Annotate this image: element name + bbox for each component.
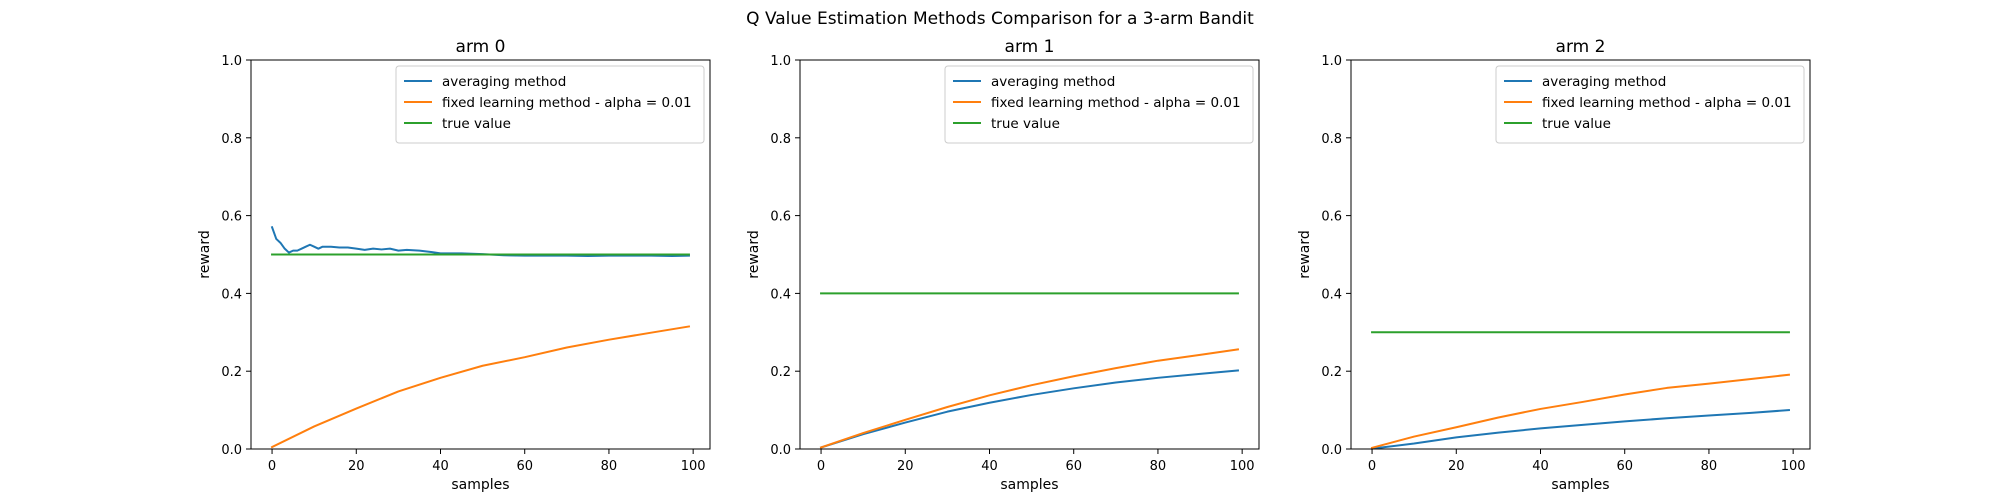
y-tick-label: 0.8 [770, 132, 791, 147]
y-tick-label: 0.2 [770, 365, 791, 380]
x-tick-label: 40 [981, 459, 998, 474]
subplot-title: arm 2 [1556, 37, 1606, 57]
y-tick-label: 0.4 [221, 287, 242, 302]
y-tick-label: 0.8 [1321, 132, 1342, 147]
subplot-arm-0: arm 0 0 20 40 60 80 100 0.0 0.2 0.4 0.6 0.8 1.0 sampl… [197, 37, 711, 493]
x-tick-label: 0 [268, 459, 276, 474]
y-tick-label: 0.6 [221, 210, 242, 225]
series-line-fixed [270, 325, 691, 449]
subplot-arm-1: arm 1 0 20 40 60 80 100 0.0 0.2 0.4 0.6 0.8 1.0 sampl… [746, 37, 1260, 493]
legend-label: fixed learning method - alpha = 0.01 [991, 95, 1241, 111]
x-tick-label: 100 [681, 459, 706, 474]
subplot-arm-2: arm 2 0 20 40 60 80 100 0.0 0.2 0.4 0.6 0.8 1.0 sampl… [1297, 37, 1811, 493]
subplot-title: arm 1 [1005, 37, 1055, 57]
y-tick-label: 0.0 [221, 443, 242, 458]
y-tick-label: 1.0 [770, 54, 791, 69]
x-axis-label: samples [1000, 477, 1058, 493]
subplot-title: arm 0 [456, 37, 506, 57]
subplots: arm 0 0 20 40 60 80 100 0.0 0.2 0.4 0.6 0.8 1.0 sampl… [197, 37, 1811, 493]
y-tick-label: 0.4 [770, 287, 791, 302]
legend: averaging method fixed learning method - … [1495, 65, 1805, 144]
legend-label: true value [1542, 116, 1611, 132]
figure-suptitle: Q Value Estimation Methods Comparison fo… [746, 9, 1254, 29]
y-tick-label: 0.6 [770, 210, 791, 225]
legend-label: averaging method [1542, 74, 1666, 90]
x-tick-label: 80 [1150, 459, 1167, 474]
series-line-fixed [1370, 373, 1791, 450]
y-tick-label: 0.2 [221, 365, 242, 380]
series-line-averaging [819, 369, 1240, 449]
y-tick-label: 1.0 [221, 54, 242, 69]
series-line-averaging [1370, 409, 1791, 450]
x-tick-label: 80 [601, 459, 618, 474]
legend-frame [1495, 65, 1805, 144]
x-tick-label: 60 [1616, 459, 1633, 474]
y-tick-label: 1.0 [1321, 54, 1342, 69]
y-tick-label: 0.8 [221, 132, 242, 147]
x-tick-label: 60 [1065, 459, 1082, 474]
legend-label: true value [991, 116, 1060, 132]
x-axis-label: samples [1551, 477, 1609, 493]
axes-frame [799, 59, 1260, 450]
x-tick-label: 100 [1781, 459, 1806, 474]
legend-frame [395, 65, 705, 144]
x-tick-label: 20 [1448, 459, 1465, 474]
x-tick-label: 20 [897, 459, 914, 474]
legend-label: averaging method [442, 74, 566, 90]
y-axis-label: reward [746, 230, 762, 279]
axes-frame [1350, 59, 1811, 450]
legend-label: fixed learning method - alpha = 0.01 [442, 95, 692, 111]
y-axis-label: reward [197, 230, 213, 279]
x-tick-label: 0 [1368, 459, 1376, 474]
legend-label: averaging method [991, 74, 1115, 90]
y-tick-label: 0.4 [1321, 287, 1342, 302]
series-line-averaging [270, 225, 690, 258]
legend: averaging method fixed learning method - … [395, 65, 705, 144]
x-tick-label: 0 [817, 459, 825, 474]
legend-label: true value [442, 116, 511, 132]
x-tick-label: 40 [1532, 459, 1549, 474]
series-line-fixed [819, 348, 1240, 449]
legend-label: fixed learning method - alpha = 0.01 [1542, 95, 1792, 111]
y-axis-label: reward [1297, 230, 1313, 279]
x-tick-label: 20 [348, 459, 365, 474]
x-tick-label: 100 [1230, 459, 1255, 474]
legend: averaging method fixed learning method - … [944, 65, 1254, 144]
x-tick-label: 80 [1701, 459, 1718, 474]
axes-frame [250, 59, 711, 450]
x-axis-label: samples [451, 477, 509, 493]
x-tick-label: 40 [432, 459, 449, 474]
y-tick-label: 0.0 [770, 443, 791, 458]
legend-frame [944, 65, 1254, 144]
y-tick-label: 0.0 [1321, 443, 1342, 458]
y-tick-label: 0.2 [1321, 365, 1342, 380]
y-tick-label: 0.6 [1321, 210, 1342, 225]
x-tick-label: 60 [516, 459, 533, 474]
